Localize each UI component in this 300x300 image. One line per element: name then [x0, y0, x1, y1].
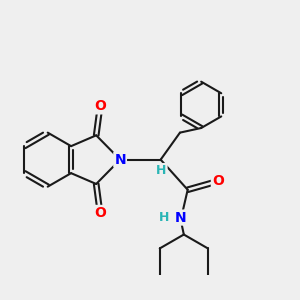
Text: H: H: [159, 211, 170, 224]
Text: H: H: [156, 164, 167, 177]
Text: N: N: [114, 153, 126, 167]
Text: N: N: [175, 211, 187, 225]
Text: O: O: [212, 174, 224, 188]
Text: O: O: [94, 206, 106, 220]
Text: O: O: [94, 99, 106, 113]
